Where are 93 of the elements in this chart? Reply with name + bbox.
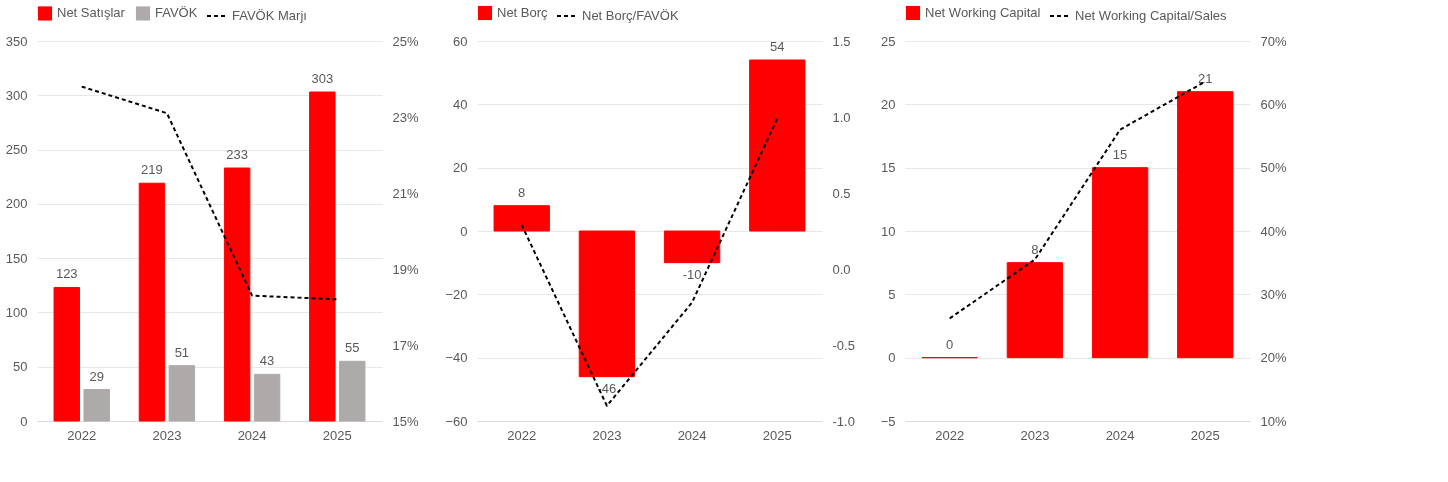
y-tick-label: −40 bbox=[445, 350, 468, 366]
bar bbox=[339, 360, 366, 422]
legend-label: FAVÖK bbox=[155, 5, 198, 21]
data-label: 219 bbox=[141, 162, 163, 178]
y-tick-label: 25 bbox=[881, 33, 896, 49]
bar bbox=[168, 365, 196, 422]
legend-label: Net Borç bbox=[497, 5, 549, 20]
y-tick-label: 0 bbox=[888, 350, 896, 366]
line-series bbox=[520, 117, 779, 407]
y2-tick-label: 21% bbox=[392, 185, 419, 201]
y2-tick-label: 15% bbox=[392, 413, 419, 429]
y-tick-label: 0 bbox=[20, 413, 28, 429]
y2-tick-label: 25% bbox=[392, 33, 419, 49]
data-label: 29 bbox=[89, 368, 104, 384]
y2-tick-label: 1.5 bbox=[832, 33, 851, 49]
data-label: 51 bbox=[174, 344, 190, 360]
data-label: 8 bbox=[518, 184, 526, 200]
y-tick-label: 200 bbox=[5, 196, 28, 212]
data-label: 0 bbox=[946, 336, 954, 352]
y-tick-label: 0 bbox=[460, 223, 468, 239]
y2-tick-label: 23% bbox=[392, 109, 419, 125]
x-tick-label: 2024 bbox=[237, 427, 267, 443]
bar bbox=[749, 59, 806, 232]
y-tick-label: 300 bbox=[5, 87, 28, 103]
bar bbox=[309, 91, 336, 422]
x-tick-label: 2022 bbox=[507, 427, 537, 443]
y-tick-label: 15 bbox=[881, 160, 896, 176]
legend-label: FAVÖK Marjı bbox=[232, 8, 307, 23]
x-tick-label: 2024 bbox=[677, 427, 707, 443]
legend-label: Net Satışlar bbox=[57, 5, 126, 21]
y2-tick-label: 10% bbox=[1260, 413, 1287, 429]
y2-tick-label: 0.0 bbox=[832, 261, 851, 277]
y2-tick-label: -0.5 bbox=[832, 337, 855, 353]
y-tick-label: 60 bbox=[453, 33, 468, 49]
x-tick-label: 2025 bbox=[762, 427, 792, 443]
data-label: 15 bbox=[1112, 146, 1128, 162]
data-label: 8 bbox=[1031, 241, 1039, 257]
x-tick-label: 2023 bbox=[152, 427, 182, 443]
y2-tick-label: 40% bbox=[1260, 223, 1287, 239]
x-tick-label: 2025 bbox=[322, 427, 352, 443]
y-tick-label: 20 bbox=[881, 96, 896, 112]
y2-tick-label: 70% bbox=[1260, 33, 1287, 49]
data-label: 43 bbox=[259, 353, 275, 369]
line-series bbox=[80, 85, 339, 301]
bar bbox=[493, 205, 550, 232]
y2-tick-label: 19% bbox=[392, 261, 419, 277]
data-label: -46 bbox=[597, 380, 617, 396]
y-tick-label: −20 bbox=[445, 286, 468, 302]
data-label: 21 bbox=[1198, 70, 1213, 86]
bar bbox=[138, 182, 166, 422]
bar bbox=[1006, 262, 1064, 359]
x-tick-label: 2022 bbox=[935, 427, 965, 443]
bar bbox=[253, 373, 281, 422]
bar bbox=[223, 167, 251, 422]
y2-tick-label: 1.0 bbox=[832, 109, 851, 125]
x-tick-label: 2024 bbox=[1105, 427, 1135, 443]
y2-tick-label: 50% bbox=[1260, 160, 1287, 176]
y-tick-label: 5 bbox=[888, 286, 896, 302]
y-tick-label: 20 bbox=[453, 160, 468, 176]
y2-tick-label: 20% bbox=[1260, 350, 1287, 366]
x-tick-label: 2022 bbox=[67, 427, 97, 443]
y-tick-label: 250 bbox=[5, 142, 28, 158]
legend-label: Net Working Capital bbox=[925, 5, 1041, 20]
bar bbox=[578, 230, 636, 378]
x-tick-label: 2023 bbox=[592, 427, 622, 443]
x-tick-label: 2023 bbox=[1020, 427, 1050, 443]
y-tick-label: 350 bbox=[5, 33, 28, 49]
y-tick-label: −60 bbox=[445, 413, 468, 429]
bar bbox=[83, 389, 110, 422]
y-tick-label: 50 bbox=[13, 359, 28, 375]
y2-tick-label: 60% bbox=[1260, 96, 1287, 112]
y-tick-label: 40 bbox=[453, 96, 468, 112]
data-label: 123 bbox=[55, 266, 78, 282]
y-tick-label: 10 bbox=[881, 223, 896, 239]
y2-tick-label: 0.5 bbox=[832, 185, 851, 201]
bar bbox=[663, 230, 721, 264]
x-tick-label: 2025 bbox=[1190, 427, 1220, 443]
data-label: 303 bbox=[311, 71, 334, 87]
legend-label: Net Borç/FAVÖK bbox=[582, 8, 679, 23]
data-label: 55 bbox=[345, 340, 360, 356]
y2-tick-label: 30% bbox=[1260, 286, 1287, 302]
y-tick-label: −5 bbox=[880, 413, 896, 429]
bar bbox=[1177, 91, 1234, 359]
data-label: 233 bbox=[226, 147, 248, 163]
data-label: 54 bbox=[770, 39, 785, 54]
y-tick-label: 150 bbox=[5, 250, 28, 266]
y2-tick-label: 17% bbox=[392, 337, 419, 353]
y-tick-label: 100 bbox=[5, 304, 28, 320]
data-label: -10 bbox=[682, 266, 702, 282]
bar bbox=[1091, 167, 1149, 359]
bar bbox=[53, 286, 80, 422]
legend-label: Net Working Capital/Sales bbox=[1075, 8, 1227, 23]
y2-tick-label: -1.0 bbox=[832, 413, 855, 429]
